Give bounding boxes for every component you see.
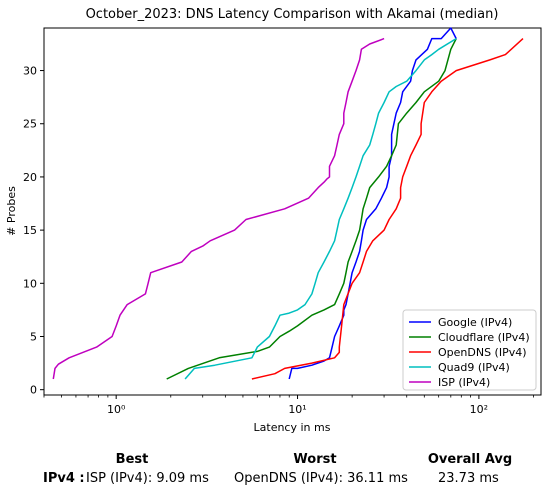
summary-table: Best Worst Overall Avg IPv4 : ISP (IPv4)… (0, 448, 548, 496)
y-tick-label: 5 (30, 330, 37, 343)
avg-header: Overall Avg (427, 452, 513, 467)
series-line-2 (251, 38, 524, 380)
ipv4-row-label: IPv4 : (43, 471, 85, 486)
y-tick-label: 10 (23, 277, 37, 290)
x-tick-label: 10² (470, 403, 488, 416)
best-header: Best (115, 452, 149, 467)
plot-lines (52, 27, 524, 380)
axes: 0 5 10 15 20 25 30 10⁰ 10¹ 10² (23, 65, 534, 416)
series-line-1 (166, 38, 457, 380)
y-tick-label: 25 (23, 118, 37, 131)
x-axis-label: Latency in ms (254, 421, 331, 434)
x-tick-label: 10¹ (288, 403, 306, 416)
avg-value: 23.73 ms (438, 471, 499, 486)
best-value: ISP (IPv4): 9.09 ms (86, 471, 209, 486)
legend: Google (IPv4) Cloudflare (IPv4) OpenDNS (I… (402, 309, 537, 391)
legend-entry: Quad9 (IPv4) (438, 361, 510, 374)
plot-frame (43, 27, 542, 396)
series-line-3 (184, 37, 457, 380)
x-tick-label: 10⁰ (107, 403, 126, 416)
y-tick-label: 15 (23, 224, 37, 237)
y-tick-label: 0 (30, 384, 37, 397)
y-tick-label: 30 (23, 65, 37, 78)
latency-chart: October_2023: DNS Latency Comparison wit… (5, 7, 542, 434)
worst-value: OpenDNS (IPv4): 36.11 ms (234, 471, 408, 486)
legend-box (402, 309, 537, 391)
y-axis-label: # Probes (5, 186, 18, 236)
series-line-4 (52, 37, 385, 380)
legend-entry: Cloudflare (IPv4) (438, 331, 530, 344)
legend-entry: Google (IPv4) (438, 316, 512, 329)
legend-entry: ISP (IPv4) (438, 376, 490, 389)
legend-entry: OpenDNS (IPv4) (438, 346, 527, 359)
chart-title: October_2023: DNS Latency Comparison wit… (86, 7, 499, 22)
y-tick-label: 20 (23, 171, 37, 184)
worst-header: Worst (293, 452, 337, 467)
